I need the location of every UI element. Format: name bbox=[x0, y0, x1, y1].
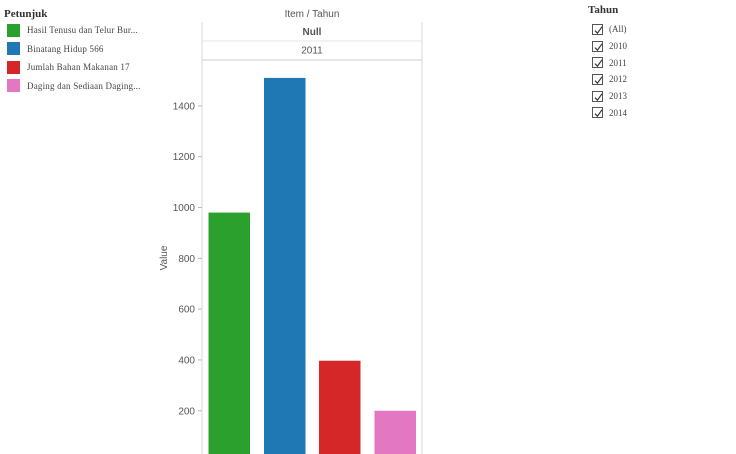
y-tick-label: 1200 bbox=[173, 152, 196, 163]
legend-swatch bbox=[7, 23, 20, 37]
legend-item[interactable]: Hasil Tenusu dan Telur Bur... bbox=[4, 21, 154, 40]
legend-item[interactable]: Daging dan Sediaan Daging... bbox=[4, 77, 154, 96]
y-tick-label: 400 bbox=[178, 355, 195, 366]
checkbox[interactable] bbox=[592, 23, 603, 35]
year-filter-option[interactable]: 2012 bbox=[588, 71, 728, 88]
legend-item[interactable]: Binatang Hidup 566 bbox=[4, 40, 154, 59]
year-filter: Tahun (All) 2010 2011 2012 2013 2014 bbox=[588, 4, 728, 121]
checkmark-icon bbox=[594, 76, 603, 85]
checkbox[interactable] bbox=[592, 107, 603, 119]
y-tick-label: 600 bbox=[178, 305, 195, 316]
year-filter-option[interactable]: 2010 bbox=[588, 38, 728, 55]
bar[interactable] bbox=[264, 77, 306, 454]
legend-items: Hasil Tenusu dan Telur Bur... Binatang Hi… bbox=[4, 21, 154, 95]
year-filter-options: (All) 2010 2011 2012 2013 2014 bbox=[588, 21, 728, 121]
year-filter-label: 2011 bbox=[609, 57, 627, 68]
bar[interactable] bbox=[208, 212, 251, 454]
legend-label: Hasil Tenusu dan Telur Bur... bbox=[27, 25, 138, 36]
year-filter-label: 2010 bbox=[609, 41, 627, 52]
year-filter-title: Tahun bbox=[588, 4, 619, 16]
checkbox[interactable] bbox=[592, 73, 603, 85]
checkmark-icon bbox=[594, 42, 603, 51]
checkmark-icon bbox=[594, 109, 603, 118]
column-header-year: 2011 bbox=[301, 46, 323, 57]
checkmark-icon bbox=[594, 59, 603, 68]
year-filter-option[interactable]: 2013 bbox=[588, 88, 728, 105]
bar[interactable] bbox=[374, 410, 417, 454]
checkmark-icon bbox=[594, 26, 603, 34]
checkmark-icon bbox=[594, 93, 603, 101]
y-tick-label: 800 bbox=[178, 254, 195, 265]
checkbox[interactable] bbox=[592, 90, 603, 102]
legend-item[interactable]: Jumlah Bahan Makanan 17 bbox=[4, 58, 154, 77]
legend-label: Binatang Hidup 566 bbox=[27, 43, 104, 54]
legend-label: Daging dan Sediaan Daging... bbox=[27, 80, 141, 91]
year-filter-label: 2014 bbox=[609, 107, 627, 118]
y-tick-label: 1000 bbox=[173, 203, 196, 214]
legend-label: Jumlah Bahan Makanan 17 bbox=[27, 62, 130, 73]
year-filter-option[interactable]: (All) bbox=[588, 21, 728, 38]
checkbox[interactable] bbox=[592, 40, 603, 52]
column-header-item: Null bbox=[303, 27, 322, 38]
year-filter-label: 2012 bbox=[609, 74, 627, 85]
legend-swatch bbox=[7, 79, 20, 93]
column-header-title: Item / Tahun bbox=[285, 9, 340, 20]
checkbox[interactable] bbox=[592, 57, 603, 69]
year-filter-option[interactable]: 2011 bbox=[588, 54, 728, 71]
y-axis-title: Value bbox=[159, 245, 170, 270]
legend-title: Petunjuk bbox=[4, 8, 48, 20]
y-tick-label: 1400 bbox=[173, 101, 196, 112]
bar[interactable] bbox=[319, 360, 361, 454]
legend-swatch bbox=[7, 42, 20, 56]
legend-swatch bbox=[7, 60, 20, 74]
year-filter-option[interactable]: 2014 bbox=[588, 104, 728, 121]
y-tick-label: 200 bbox=[178, 406, 195, 417]
legend: Petunjuk Hasil Tenusu dan Telur Bur... Bi… bbox=[4, 8, 154, 95]
year-filter-label: 2013 bbox=[609, 91, 627, 102]
year-filter-label: (All) bbox=[609, 24, 627, 35]
